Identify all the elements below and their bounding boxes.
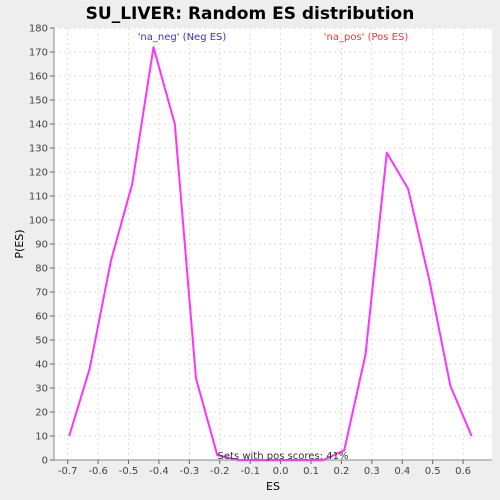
x-tick-label: 0.6 xyxy=(455,466,471,477)
y-tick-label: 80 xyxy=(35,264,48,275)
pos-scores-footnote: Sets with pos scores: 41% xyxy=(218,451,349,462)
y-tick-label: 70 xyxy=(35,288,48,299)
neg-es-annotation: 'na_neg' (Neg ES) xyxy=(138,32,227,43)
y-tick-label: 90 xyxy=(35,240,48,251)
x-tick-label: -0.6 xyxy=(88,466,108,477)
y-tick-label: 160 xyxy=(29,72,48,83)
x-tick-label: -0.4 xyxy=(149,466,169,477)
y-tick-label: 0 xyxy=(42,456,48,467)
y-tick-label: 130 xyxy=(29,144,48,155)
x-tick-label: 0.0 xyxy=(273,466,289,477)
y-tick-label: 20 xyxy=(35,408,48,419)
x-tick-label: -0.3 xyxy=(180,466,200,477)
y-tick-label: 180 xyxy=(29,24,48,35)
y-axis-label: P(ES) xyxy=(13,229,26,258)
y-tick-label: 50 xyxy=(35,336,48,347)
x-tick-label: 0.4 xyxy=(394,466,410,477)
x-tick-label: -0.5 xyxy=(119,466,139,477)
y-tick-label: 10 xyxy=(35,432,48,443)
y-tick-label: 140 xyxy=(29,120,48,131)
y-tick-label: 40 xyxy=(35,360,48,371)
y-tick-label: 30 xyxy=(35,384,48,395)
chart-title: SU_LIVER: Random ES distribution xyxy=(86,4,415,24)
tick-labels: 0 10 20 30 40 50 60 70 80 90 100 110 120 130 140 150 160… xyxy=(29,24,471,478)
grid xyxy=(54,27,492,461)
x-tick-label: -0.2 xyxy=(210,466,230,477)
x-tick-label: -0.7 xyxy=(58,466,78,477)
x-tick-label: 0.1 xyxy=(303,466,319,477)
y-tick-label: 170 xyxy=(29,48,48,59)
y-tick-label: 100 xyxy=(29,216,48,227)
x-axis-label: ES xyxy=(266,480,280,493)
series-group xyxy=(68,46,473,461)
x-tick-label: 0.2 xyxy=(333,466,349,477)
y-tick-label: 110 xyxy=(29,192,48,203)
x-tick-label: 0.3 xyxy=(364,466,380,477)
pos-es-annotation: 'na_pos' (Pos ES) xyxy=(324,32,409,43)
x-tick-label: 0.5 xyxy=(425,466,441,477)
y-tick-label: 60 xyxy=(35,312,48,323)
es-distribution-line xyxy=(68,46,473,461)
y-tick-label: 150 xyxy=(29,96,48,107)
x-tick-label: -0.1 xyxy=(240,466,260,477)
y-tick-label: 120 xyxy=(29,168,48,179)
